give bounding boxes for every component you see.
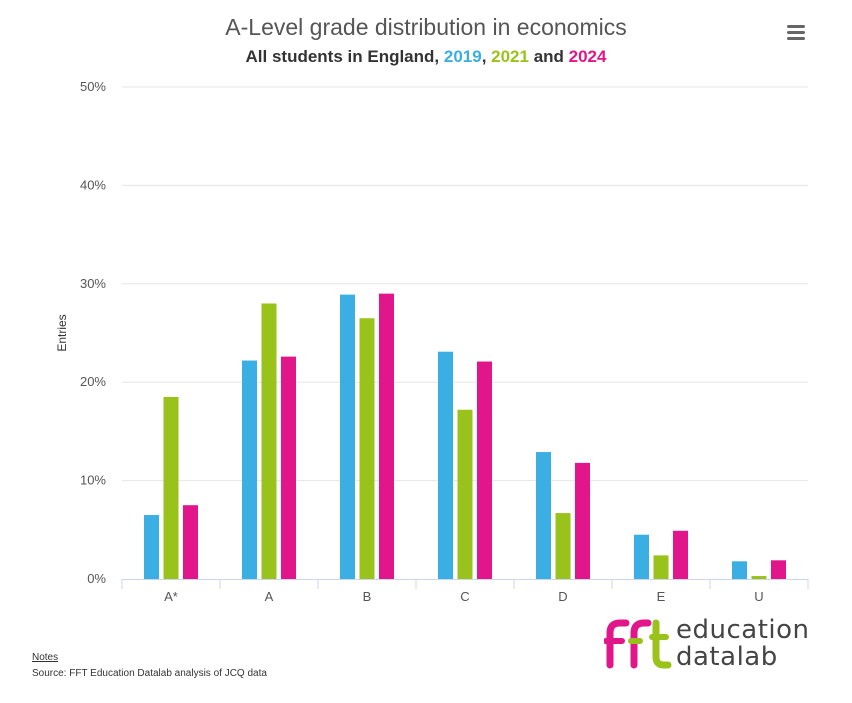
bar-2019-E[interactable] [634,534,649,579]
chart-plot: 0% 10% 20% 30% 40% 50% A* A B C D E U Entries [55,79,809,604]
bar-2019-A*[interactable] [144,515,159,579]
x-tick-label: B [363,589,372,604]
logo-word-datalab: datalab [676,642,778,672]
bar-2024-E[interactable] [673,530,688,579]
y-tick-label: 10% [80,473,106,488]
subtitle-year-2021: 2021 [491,47,529,66]
subtitle-separator: , [481,47,492,66]
bar-2019-B[interactable] [340,294,355,579]
x-tick-label: A [265,589,274,604]
y-tick-label: 0% [87,571,106,586]
x-axis [121,579,809,589]
hamburger-menu-icon[interactable] [784,22,808,42]
fft-logo-icon [604,619,672,669]
x-axis-tick-labels: A* A B C D E U [164,589,764,604]
bar-2024-A[interactable] [281,356,296,579]
x-tick-label: C [460,589,469,604]
x-tick-label: A* [164,589,178,604]
y-axis-label: Entries [55,314,69,351]
fft-logo: education datalab [604,615,814,672]
bar-2021-D[interactable] [555,513,571,579]
y-tick-label: 20% [80,374,106,389]
bar-2019-D[interactable] [536,452,551,579]
bar-2024-D[interactable] [575,462,590,579]
bar-2024-B[interactable] [379,293,394,579]
bar-2021-A*[interactable] [163,396,179,579]
y-tick-label: 30% [80,276,106,291]
bar-2024-A*[interactable] [183,505,198,579]
y-axis-tick-labels: 0% 10% 20% 30% 40% 50% [80,79,106,586]
bar-2021-C[interactable] [457,409,473,579]
bar-2024-C[interactable] [477,361,492,579]
bar-2019-A[interactable] [242,360,257,579]
bar-2021-U[interactable] [751,576,767,579]
source-text: Source: FFT Education Datalab analysis o… [32,668,267,679]
bar-2021-B[interactable] [359,318,375,579]
chart-subtitle: All students in England, 2019, 2021 and … [0,47,852,67]
bars [144,293,786,579]
bar-2021-A[interactable] [261,303,277,579]
subtitle-separator: and [528,47,569,66]
x-tick-label: D [558,589,567,604]
bar-2024-U[interactable] [771,560,786,579]
bar-2021-E[interactable] [653,555,669,579]
bar-2019-U[interactable] [732,561,747,579]
chart-title: A-Level grade distribution in economics [225,14,627,40]
subtitle-year-2024: 2024 [568,47,607,66]
x-tick-label: U [754,589,763,604]
notes-link[interactable]: Notes [32,652,59,663]
x-tick-label: E [657,589,666,604]
y-tick-label: 50% [80,79,106,94]
logo-word-education: education [676,615,810,645]
subtitle-prefix: All students in England, [245,47,444,66]
y-tick-label: 40% [80,177,106,192]
subtitle-year-2019: 2019 [443,47,482,66]
bar-2019-C[interactable] [438,351,453,579]
